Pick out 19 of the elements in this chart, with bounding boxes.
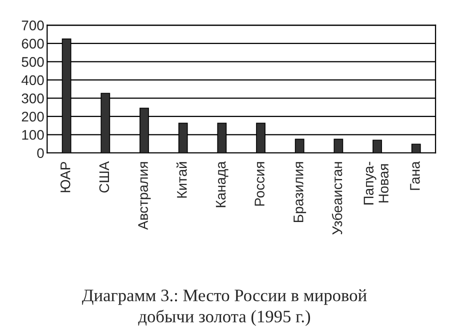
y-tick-label: 400: [22, 75, 44, 86]
y-tick-label: 700: [22, 20, 44, 30]
x-tick-label: Австралия: [138, 162, 151, 230]
x-tick-label: Канада: [216, 161, 228, 208]
y-tick-label: 0: [37, 148, 44, 158]
x-tick-label: Бразилия: [294, 162, 306, 222]
x-tick-label: Папуа- Новая: [364, 162, 388, 204]
y-tick-label: 600: [22, 38, 44, 49]
x-tick-label: Узбеаистан: [332, 162, 342, 235]
x-tick-label: Китай: [176, 162, 187, 198]
y-tick-label: 300: [22, 93, 44, 104]
y-tick-label: 500: [22, 57, 44, 67]
x-tick-label: США: [99, 161, 110, 193]
x-tick-label: ЮАР: [60, 162, 70, 192]
y-tick-label: 100: [22, 130, 44, 140]
x-tick-label: Гана: [410, 161, 420, 190]
y-tick-label: 200: [22, 112, 44, 122]
x-tick-label: Россия: [254, 162, 264, 206]
text: Диаграмм 3.: Место России в мировой добычи золота (1995 г.): [82, 289, 367, 326]
